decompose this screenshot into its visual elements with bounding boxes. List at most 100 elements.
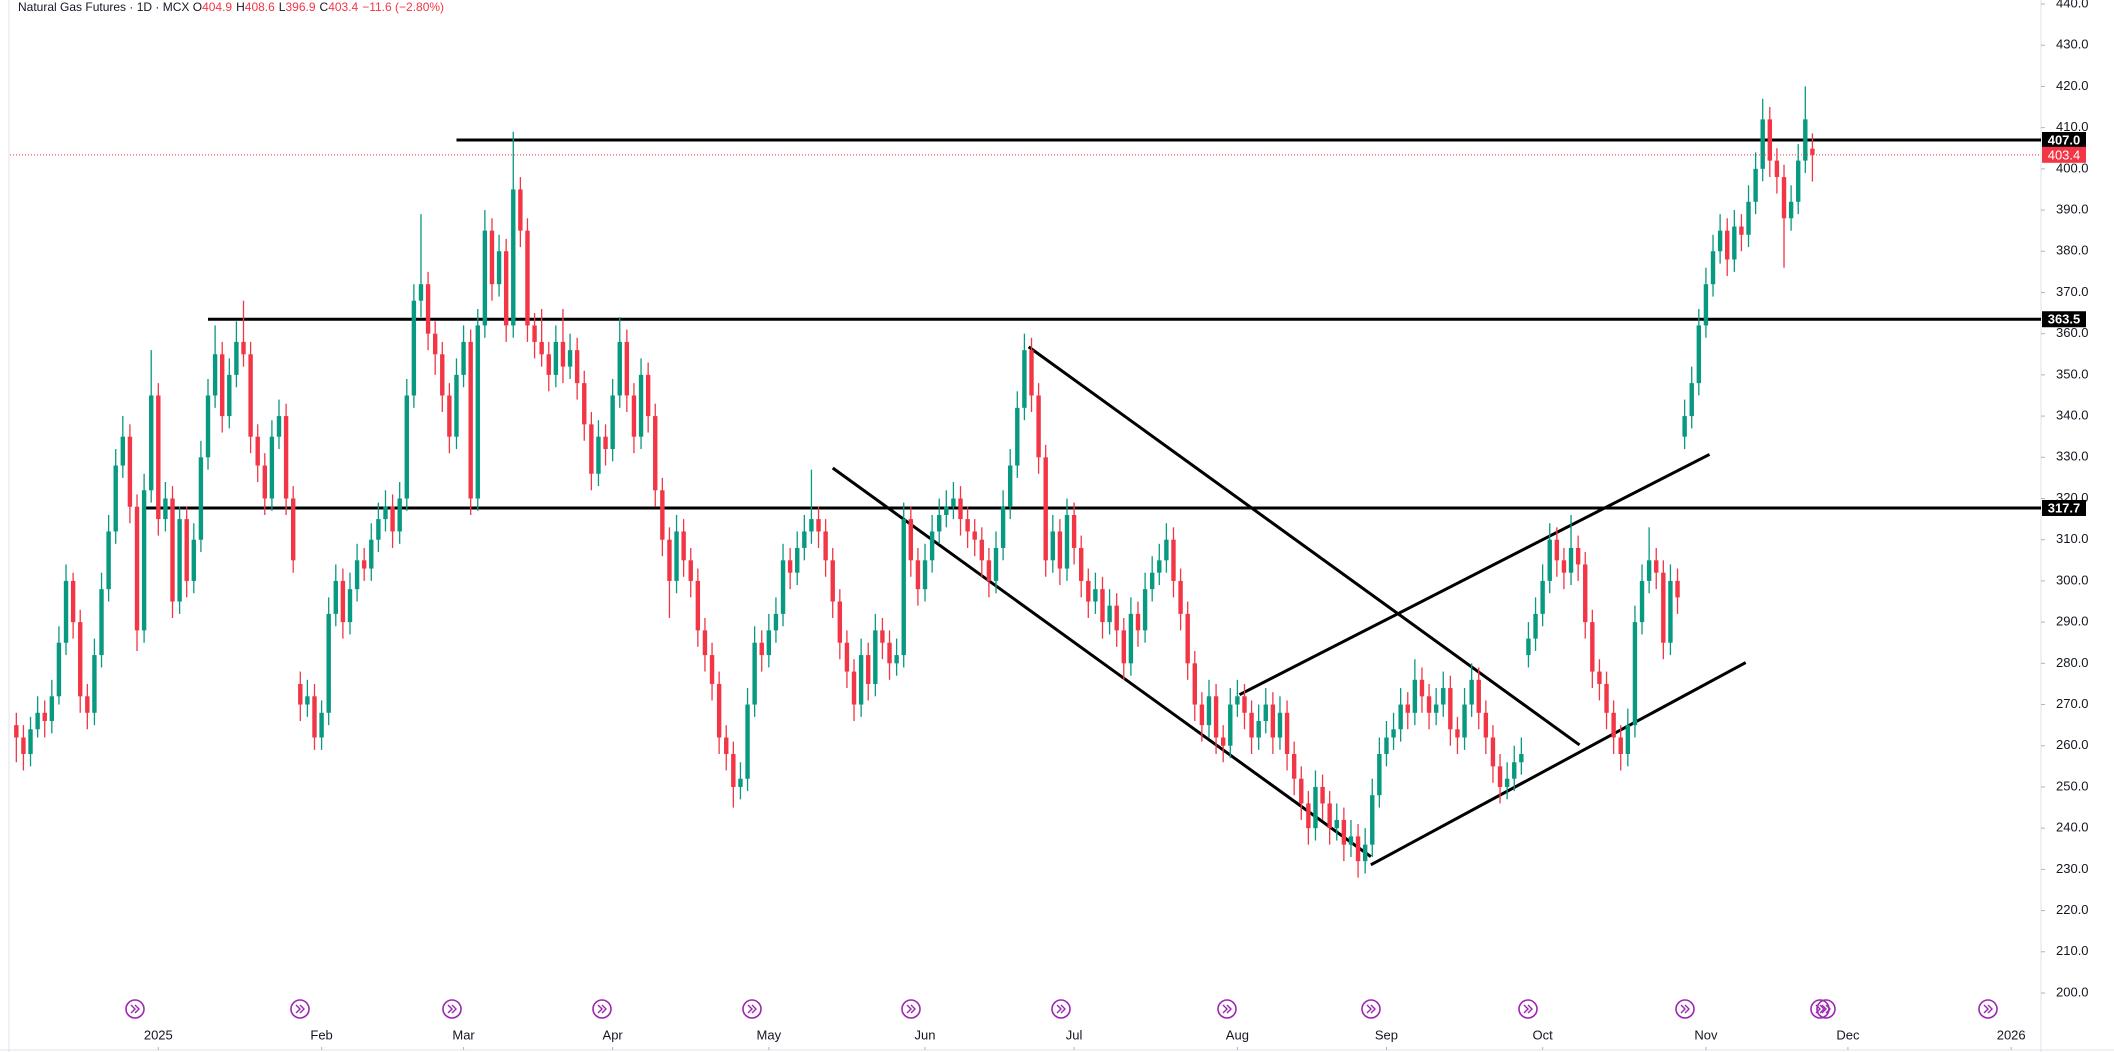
candle-body [347,589,353,623]
candle-body [716,683,722,738]
candle-body [1476,679,1481,713]
candle-body [922,560,928,590]
y-tick-label: 370.0 [2056,284,2089,299]
candle-body [1689,383,1694,417]
event-icon[interactable] [442,999,462,1019]
candle-body [780,560,786,614]
candle-body [553,341,559,375]
candle-body [738,778,743,787]
candle-body [617,341,622,396]
y-tick-label: 290.0 [2056,614,2089,629]
candle-body [127,436,133,507]
x-tick-label: Oct [1533,1027,1554,1042]
candle-body [1192,663,1197,705]
candle-body [1341,819,1347,845]
candle-body [120,436,126,466]
event-icon[interactable] [1361,999,1381,1019]
candle-body [482,230,488,326]
candle-body [1362,844,1368,862]
event-icon[interactable] [1810,999,1830,1019]
level-label-box [2042,499,2086,516]
candle-body [624,341,630,396]
candle-body [1348,836,1354,845]
candle-body [1796,160,1801,202]
candle-body [1064,514,1070,569]
candle-body [667,539,672,581]
event-icon-glyph [1983,1004,1993,1014]
candle-body [1703,284,1709,326]
candle-body [1057,531,1063,569]
event-icon[interactable] [290,999,310,1019]
candle-body [1256,721,1261,738]
candle-body [603,436,608,450]
y-tick-label: 400.0 [2056,160,2089,175]
candle-body [951,498,956,507]
candle-body [134,506,140,631]
event-icon[interactable] [125,999,145,1019]
event-icon-glyph [747,1004,757,1014]
candle-body [1497,766,1503,787]
candle-body [305,696,310,705]
candle-body [106,531,111,590]
candle-body [376,519,381,540]
candle-body [1228,704,1233,746]
candle-body [1384,737,1389,754]
candle-body [1242,696,1247,713]
candle-body [823,531,828,561]
level-label: 363.5 [2048,312,2081,327]
candle-body [1732,226,1737,260]
event-icon[interactable] [1051,999,1071,1019]
candle-body [404,395,409,499]
candle-body [425,284,431,334]
candle-body [1306,803,1311,829]
x-tick-label: Apr [603,1027,624,1042]
candle-body [1810,148,1815,155]
candle-body [731,753,736,787]
candle-body [724,737,729,754]
candle-body [866,655,871,684]
candle-body [1235,696,1240,705]
candle-body [1746,201,1751,235]
event-icon[interactable] [1675,999,1695,1019]
candle-body [802,531,807,548]
candle-body [1284,712,1290,754]
event-icon-glyph [1523,1004,1533,1014]
event-icon-glyph [295,1004,305,1014]
y-tick-label: 360.0 [2056,325,2089,340]
candle-body [1263,704,1268,722]
event-icon[interactable] [1816,999,1836,1019]
candle-body [610,395,615,450]
event-icon[interactable] [592,999,612,1019]
candle-body [1313,786,1318,829]
event-icon[interactable] [1217,999,1237,1019]
candle-body [1696,325,1702,384]
candle-body [440,354,445,396]
event-icon[interactable] [1978,999,1998,1019]
candle-body [511,189,516,326]
candle-body [1739,226,1744,235]
event-icon[interactable] [742,999,762,1019]
x-tick-label: Mar [452,1027,475,1042]
candle-body [1370,795,1375,845]
candle-body [645,374,651,417]
candle-body [1547,539,1552,581]
candle-body [170,498,175,602]
y-tick-label: 340.0 [2056,408,2089,423]
candle-body [461,341,466,375]
candle-body [1753,168,1758,202]
candle-body [972,531,977,540]
candle-body [965,519,970,532]
y-tick-label: 260.0 [2056,737,2089,752]
candle-body [1632,622,1638,726]
candle-body [1405,704,1410,713]
x-tick-label: Nov [1694,1027,1718,1042]
x-tick-label: Aug [1226,1027,1249,1042]
trendline [1027,345,1581,747]
trendline [1370,661,1747,867]
candle-body [56,642,62,697]
candle-body [837,601,843,643]
event-icon[interactable] [1518,999,1538,1019]
y-tick-label: 210.0 [2056,943,2089,958]
candle-body [752,642,757,705]
event-icon[interactable] [901,999,921,1019]
